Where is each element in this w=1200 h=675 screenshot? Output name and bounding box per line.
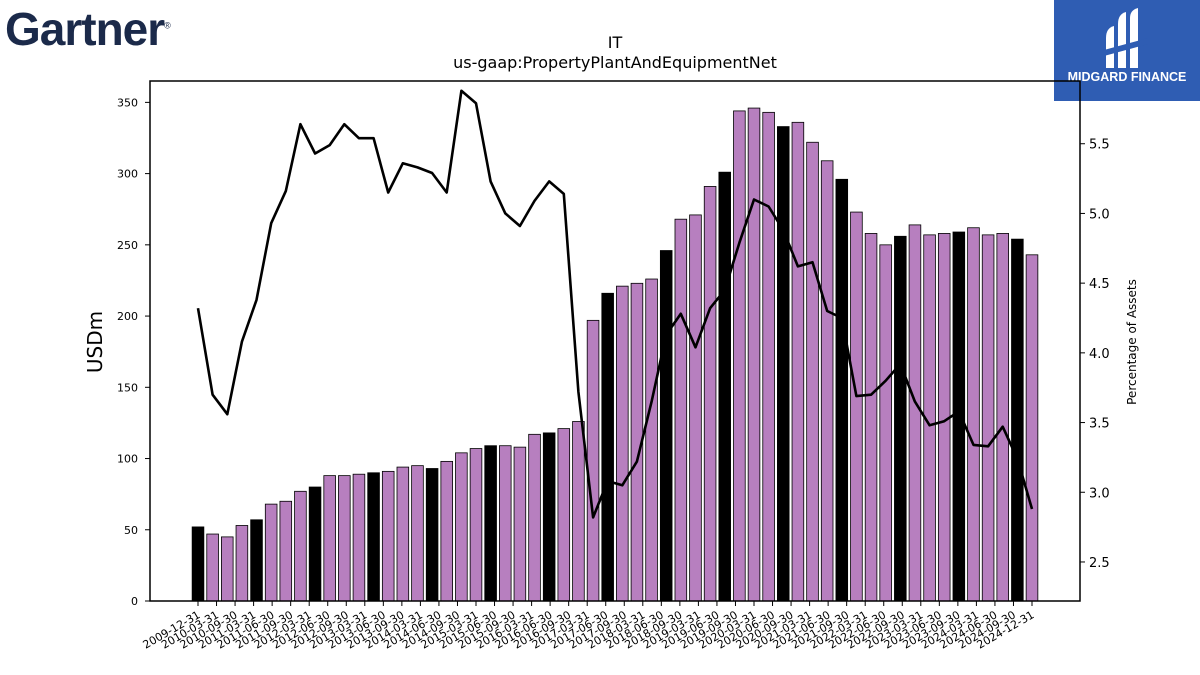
bar bbox=[879, 244, 892, 602]
line-series bbox=[196, 89, 1034, 519]
bar bbox=[777, 126, 790, 602]
y-tick-label: 250 bbox=[117, 239, 138, 252]
bar bbox=[864, 233, 878, 602]
y-tick-label: 0 bbox=[131, 595, 138, 608]
bar bbox=[616, 285, 629, 602]
bar bbox=[411, 465, 424, 602]
bar bbox=[294, 490, 307, 602]
y2-tick-label: 5.0 bbox=[1089, 207, 1110, 222]
bar bbox=[747, 107, 761, 602]
bar bbox=[1025, 254, 1039, 602]
bar bbox=[440, 460, 453, 602]
bar bbox=[279, 500, 293, 602]
bar bbox=[250, 519, 263, 602]
bar-series bbox=[191, 107, 1039, 602]
x-axis-ticks: 2009-12-312010-03-312010-09-302011-03-31… bbox=[141, 601, 1037, 652]
bar bbox=[996, 233, 1009, 602]
y-tick-label: 50 bbox=[124, 524, 138, 537]
bar bbox=[557, 428, 571, 602]
bar bbox=[367, 472, 380, 602]
bar bbox=[484, 445, 497, 602]
midgard-emblem-icon bbox=[1104, 8, 1148, 68]
y2-tick-label: 5.5 bbox=[1089, 138, 1110, 153]
bar bbox=[352, 473, 366, 602]
bar bbox=[835, 178, 849, 602]
y2-tick-label: 3.0 bbox=[1089, 486, 1110, 501]
bar bbox=[894, 235, 907, 602]
midgard-finance-logo: MIDGARD FINANCE bbox=[1054, 0, 1200, 101]
bar bbox=[674, 218, 688, 602]
percentage-line bbox=[196, 89, 1034, 519]
y2-tick-label: 3.5 bbox=[1089, 417, 1110, 432]
y-tick-label: 100 bbox=[117, 453, 138, 466]
bar bbox=[264, 503, 278, 602]
bar bbox=[323, 475, 336, 602]
y2-axis-label: Percentage of Assets bbox=[1125, 279, 1139, 405]
chart-subtitle: us-gaap:PropertyPlantAndEquipmentNet bbox=[453, 53, 777, 72]
bar bbox=[601, 292, 614, 602]
bar bbox=[572, 421, 585, 602]
bar bbox=[221, 536, 234, 602]
bar bbox=[820, 160, 834, 602]
bar bbox=[469, 448, 483, 602]
bar bbox=[455, 452, 468, 602]
bar bbox=[850, 211, 863, 602]
bar bbox=[1011, 238, 1024, 602]
bar bbox=[586, 319, 600, 602]
bar bbox=[733, 110, 746, 602]
bar bbox=[396, 466, 410, 602]
y-tick-label: 150 bbox=[117, 381, 138, 394]
bar bbox=[542, 432, 556, 602]
y2-tick-label: 2.5 bbox=[1089, 556, 1110, 571]
y2-axis-ticks: 2.5 3.0 3.5 4.0 4.5 5.0 5.5 bbox=[1080, 138, 1110, 571]
bar bbox=[206, 533, 219, 602]
bar bbox=[499, 445, 512, 602]
y2-tick-label: 4.0 bbox=[1089, 347, 1110, 362]
bar bbox=[235, 525, 249, 602]
plot-frame bbox=[149, 80, 1081, 602]
bar bbox=[791, 121, 805, 602]
bar bbox=[703, 186, 717, 602]
y-tick-label: 200 bbox=[117, 310, 138, 323]
chart-title: IT bbox=[608, 33, 623, 52]
y-axis-ticks: 0 50 100 150 200 250 300 350 bbox=[117, 96, 150, 608]
registered-mark: ® bbox=[164, 20, 171, 31]
bar bbox=[513, 446, 527, 602]
bar bbox=[908, 224, 922, 602]
y-tick-label: 300 bbox=[117, 168, 138, 181]
y-axis-label: USDm bbox=[83, 311, 107, 373]
midgard-finance-text: MIDGARD FINANCE bbox=[1067, 70, 1187, 84]
bar bbox=[528, 433, 541, 602]
y2-tick-label: 4.5 bbox=[1089, 277, 1110, 292]
bar bbox=[659, 250, 673, 602]
bar bbox=[191, 526, 205, 602]
bar bbox=[952, 231, 966, 602]
bar bbox=[381, 470, 395, 602]
bar bbox=[689, 214, 702, 602]
bar bbox=[718, 171, 731, 602]
bar bbox=[645, 278, 658, 602]
bar bbox=[425, 468, 439, 602]
bar bbox=[338, 475, 351, 602]
y-tick-label: 350 bbox=[117, 96, 138, 109]
gartner-logo-text: Gartner bbox=[5, 3, 165, 55]
bar bbox=[806, 141, 819, 602]
bar bbox=[967, 227, 980, 602]
bar bbox=[308, 486, 322, 602]
bar bbox=[981, 234, 995, 602]
bar bbox=[762, 111, 775, 602]
gartner-logo: Gartner® bbox=[5, 2, 171, 56]
